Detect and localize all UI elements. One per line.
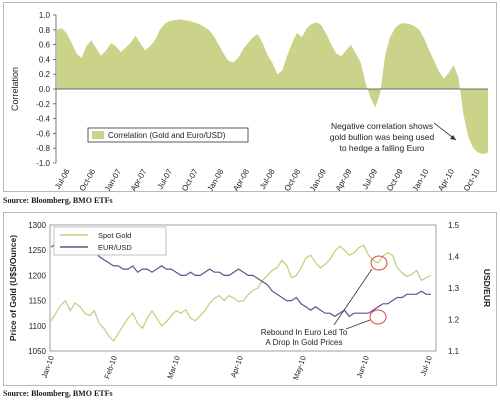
gold-eurusd-chart: 1300 1250 1200 1150 1100 1050 1.5 1.4 1.3 1.2 1.1 P…	[8, 221, 492, 382]
x-tick-label: Jan-10	[410, 167, 430, 191]
left-tick-label: 1150	[29, 297, 47, 306]
y-tick-label: 1.0	[39, 11, 51, 20]
x-tick-label: Jul-09	[361, 167, 380, 191]
x-tick-label: Oct-10	[462, 167, 482, 191]
y-tick-label: -0.2	[36, 100, 50, 109]
y-tick-label: 0.0	[39, 85, 51, 94]
legend-box	[53, 226, 167, 256]
plot-frame	[49, 224, 437, 352]
legend-label: Spot Gold	[98, 231, 131, 240]
x-tick-label: Jun-10	[355, 355, 371, 380]
right-tick-label: 1.5	[448, 221, 460, 230]
x-tick-label: Jan-08	[205, 167, 225, 191]
x-tick-label: Oct-09	[385, 167, 405, 191]
x-tick-label: Apr-10	[229, 355, 245, 379]
x-tick-label: Apr-08	[231, 167, 251, 191]
left-axis-title: Price of Gold (U$S/Ounce)	[8, 235, 18, 341]
left-tick-label: 1100	[29, 322, 47, 331]
y-tick-label: 0.6	[39, 41, 51, 50]
left-tick-label: 1300	[28, 221, 46, 230]
right-tick-label: 1.1	[448, 347, 460, 356]
x-tick-label: Oct-06	[78, 167, 98, 191]
x-tick-label: Oct-07	[180, 167, 200, 191]
right-axis-title: USD/EUR	[482, 269, 492, 307]
x-tick-label: Feb-10	[102, 355, 119, 380]
right-tick-label: 1.4	[448, 253, 460, 262]
x-tick-label: Apr-10	[436, 167, 456, 191]
x-tick-label: Jul-06	[53, 167, 72, 191]
gold-eurusd-chart-panel: 1300 1250 1200 1150 1100 1050 1.5 1.4 1.3 1.2 1.1 P…	[3, 212, 497, 386]
x-tick-label: Apr-07	[129, 167, 149, 191]
y-tick-label: 0.8	[39, 26, 51, 35]
right-tick-label: 1.3	[448, 284, 460, 293]
left-tick-label: 1200	[28, 271, 46, 280]
annotation-line: Negative correlation shows	[331, 121, 433, 131]
annotation-arrowhead	[450, 135, 456, 140]
highlight-circle-euro	[369, 309, 387, 325]
annotation-line: to hedge a falling Euro	[339, 143, 424, 153]
series-line-eur-usd	[50, 239, 431, 318]
legend-label: EUR/USD	[98, 243, 132, 252]
x-tick-label: Oct-08	[283, 167, 303, 191]
x-tick-label: May-10	[291, 355, 308, 382]
annotation-line: gold bullion was being used	[330, 132, 435, 142]
annotation-line: A Drop In Gold Prices	[266, 338, 343, 347]
y-tick-label: -0.8	[36, 144, 50, 153]
x-tick-label: Jan-09	[308, 167, 328, 191]
annotation-arrow	[333, 268, 373, 326]
y-tick-label: 0.4	[39, 55, 51, 64]
legend-box	[87, 127, 249, 143]
annotation-line: Rebound In Euro Led To	[261, 328, 348, 337]
y-tick-label: -0.4	[36, 115, 50, 124]
x-tick-label: Apr-09	[334, 167, 354, 191]
y-tick-label: 0.2	[39, 70, 51, 79]
highlight-circle-gold	[370, 255, 388, 271]
x-tick-label: Mar-10	[165, 355, 182, 380]
series-line-spot-gold	[50, 244, 432, 342]
annotation-arrow	[345, 319, 371, 330]
left-tick-label: 1050	[28, 347, 46, 356]
y-axis-title: Correlation	[10, 67, 20, 111]
legend-swatch	[92, 131, 104, 139]
x-tick-label: Jul-07	[156, 167, 175, 191]
x-tick-label: Jul-10	[418, 355, 433, 377]
left-tick-label: 1250	[28, 246, 46, 255]
source-note-1: Source: Bloomberg, BMO ETFs	[3, 196, 113, 205]
y-tick-label: -0.6	[36, 129, 50, 138]
legend-label: Correlation (Gold and Euro/USD)	[108, 131, 226, 140]
x-tick-label: Jan-10	[40, 355, 56, 380]
right-tick-label: 1.2	[448, 316, 460, 325]
x-tick-label: Jul-08	[258, 167, 277, 191]
correlation-chart: 1.0 0.8 0.6 0.4 0.2 0.0 -0.2 -0.4 -0.6 -0.8 -1.0 Co…	[10, 11, 488, 191]
x-tick-label: Jan-07	[103, 167, 123, 191]
y-tick-label: -1.0	[36, 159, 50, 168]
source-note-2: Source: Bloomberg, BMO ETFs	[3, 389, 113, 398]
correlation-area	[57, 19, 488, 155]
correlation-chart-panel: 1.0 0.8 0.6 0.4 0.2 0.0 -0.2 -0.4 -0.6 -0.8 -1.0 Co…	[3, 2, 497, 192]
